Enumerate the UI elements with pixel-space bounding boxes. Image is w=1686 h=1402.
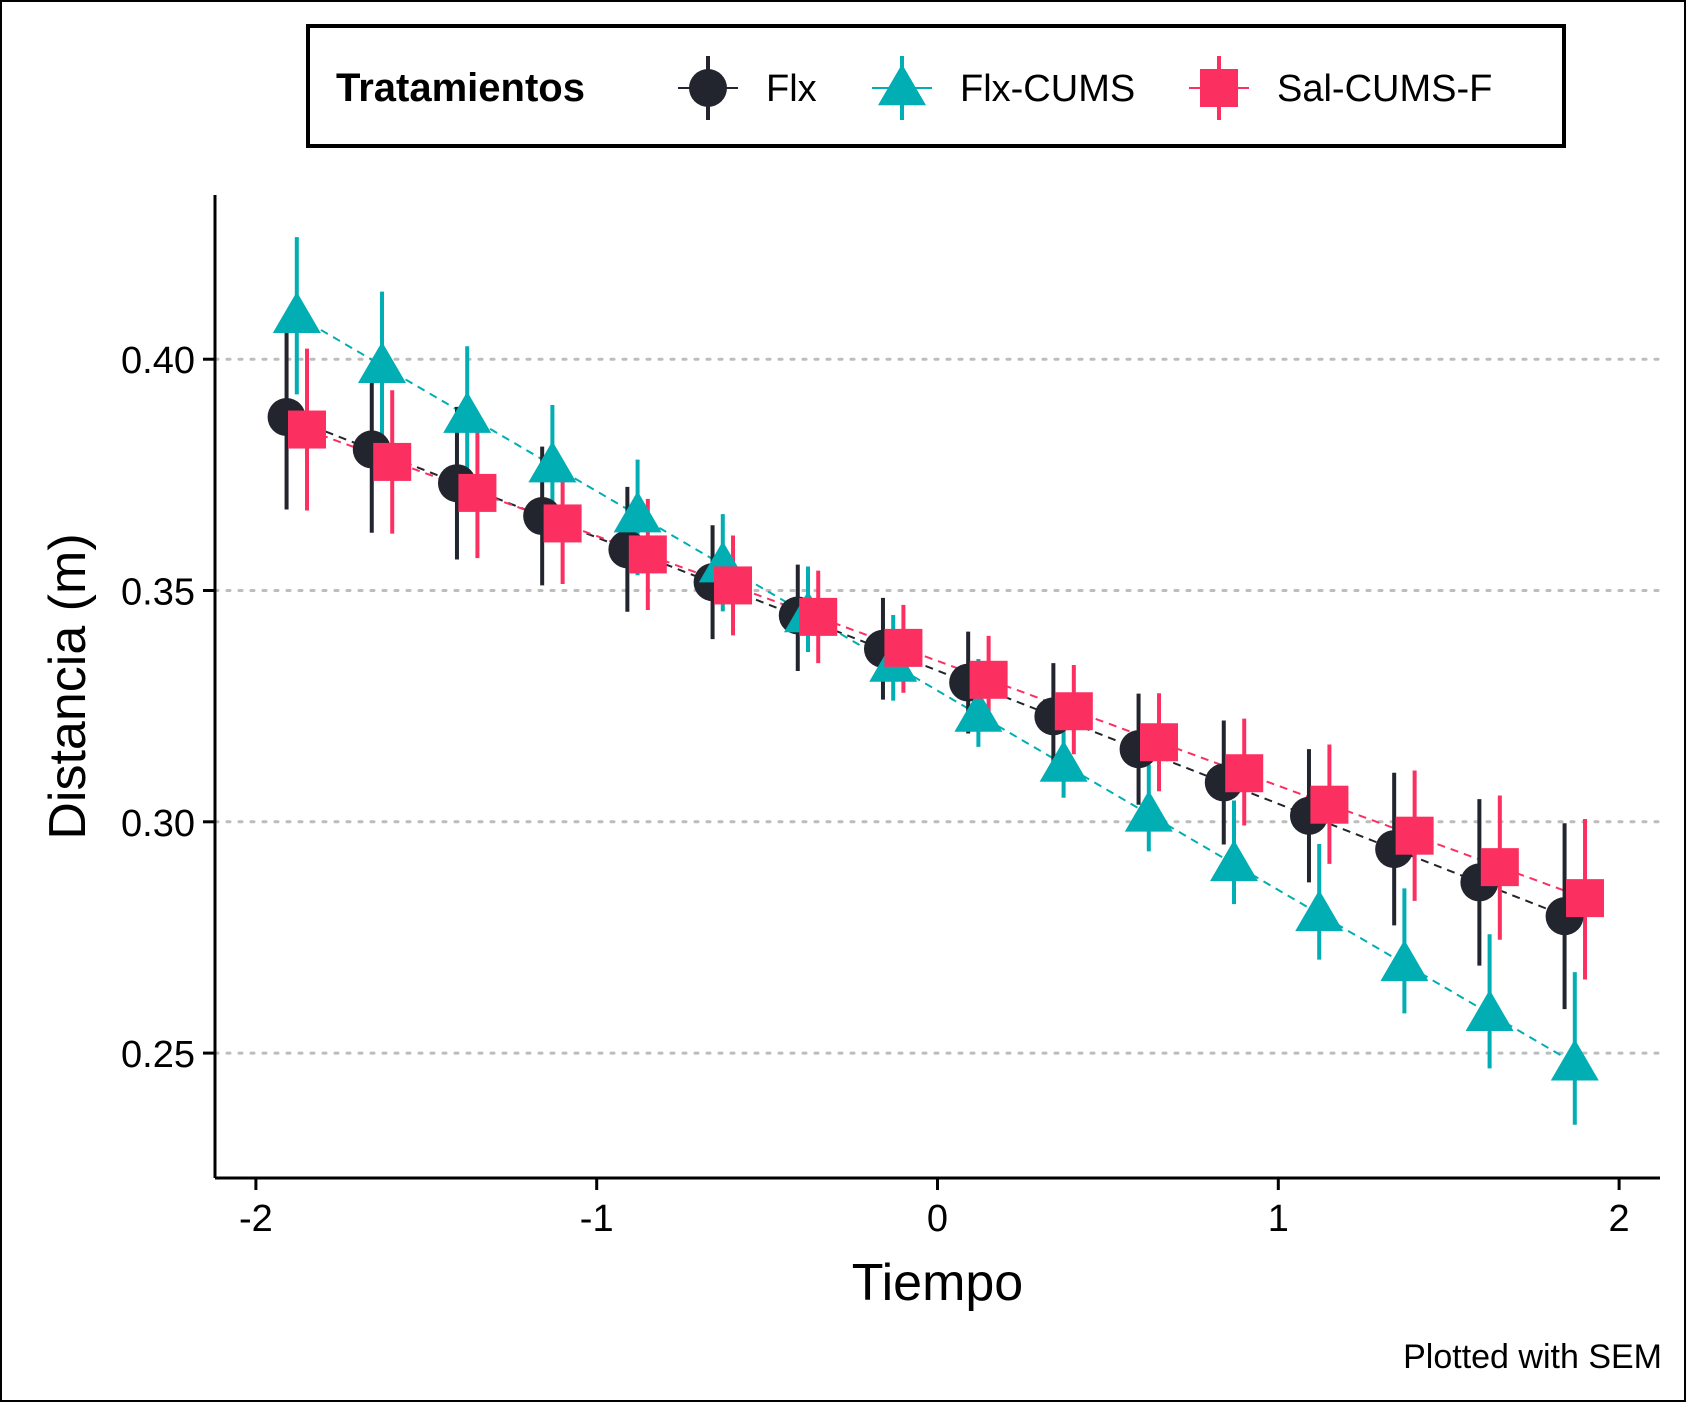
- legend-label-0: Flx: [766, 68, 817, 110]
- caption: Plotted with SEM: [1403, 1338, 1662, 1376]
- point-1-14: [1465, 989, 1514, 1032]
- point-2-1: [373, 442, 412, 481]
- legend-key-marker-2: [1200, 69, 1238, 107]
- point-2-12: [1310, 785, 1349, 824]
- point-2-0: [288, 410, 327, 449]
- y-tick-label-1: 0.30: [121, 803, 195, 845]
- point-2-6: [799, 597, 838, 636]
- point-2-5: [714, 566, 753, 605]
- point-2-15: [1566, 879, 1605, 918]
- point-1-2: [443, 391, 492, 433]
- point-1-10: [1124, 790, 1173, 832]
- y-tick-label-2: 0.35: [121, 572, 195, 614]
- x-axis-title: Tiempo: [852, 1254, 1023, 1312]
- point-2-4: [628, 535, 667, 574]
- trend-lines: [286, 314, 1586, 1065]
- legend-key-marker-0: [689, 69, 727, 107]
- point-2-14: [1480, 848, 1519, 887]
- x-tick-label-1: -1: [580, 1198, 614, 1240]
- x-tick-label-0: -2: [239, 1198, 273, 1240]
- y-tick-label-3: 0.40: [121, 340, 195, 382]
- legend-key-marker-1: [878, 64, 926, 106]
- x-tick-label-4: 2: [1609, 1198, 1630, 1240]
- axes: 0.25 0.30 0.35 0.40 -2 -1 0 1 2: [121, 195, 1660, 1240]
- point-1-3: [528, 441, 577, 483]
- point-2-2: [458, 473, 497, 512]
- point-1-4: [613, 491, 662, 533]
- point-2-11: [1225, 754, 1264, 793]
- point-1-11: [1209, 839, 1258, 882]
- x-tick-label-3: 1: [1268, 1198, 1289, 1240]
- point-2-7: [884, 628, 923, 667]
- point-1-12: [1295, 889, 1344, 932]
- trend-line-0: [286, 415, 1565, 917]
- point-1-15: [1550, 1039, 1599, 1081]
- legend-label-2: Sal-CUMS-F: [1277, 68, 1492, 110]
- x-tick-label-2: 0: [927, 1198, 948, 1240]
- point-1-0: [272, 291, 321, 334]
- point-2-13: [1395, 816, 1434, 855]
- point-1-9: [1039, 740, 1088, 782]
- point-1-8: [954, 690, 1003, 732]
- point-2-8: [969, 660, 1008, 699]
- point-2-10: [1140, 723, 1179, 762]
- point-2-9: [1054, 692, 1093, 731]
- point-1-13: [1380, 939, 1429, 982]
- y-axis-title: Distancia (m): [39, 533, 97, 839]
- legend-label-1: Flx-CUMS: [960, 68, 1135, 110]
- legend-title: Tratamientos: [336, 66, 585, 110]
- point-1-1: [357, 341, 406, 383]
- y-tick-label-0: 0.25: [121, 1034, 195, 1076]
- legend: Tratamientos Flx Flx-CUMS Sal-CUMS-F: [306, 24, 1566, 148]
- legend-box: [306, 24, 1566, 148]
- trend-line-2: [306, 428, 1586, 900]
- data-points: [267, 291, 1605, 1081]
- trend-line-1: [296, 314, 1576, 1065]
- point-2-3: [543, 504, 582, 543]
